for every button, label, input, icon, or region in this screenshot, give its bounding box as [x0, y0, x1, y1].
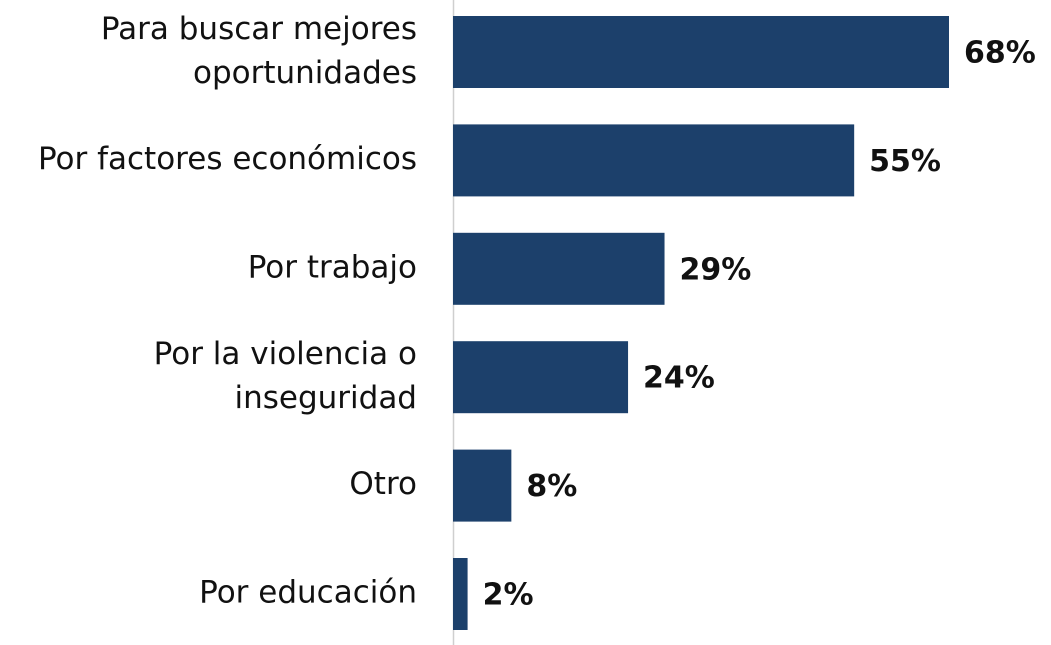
bar: [453, 16, 949, 88]
value-label: 8%: [526, 469, 577, 504]
category-label: Para buscar mejores oportunidades: [101, 11, 417, 91]
value-label: 29%: [680, 252, 752, 287]
category-label-line: Para buscar mejores: [101, 11, 417, 47]
category-label: Por factores económicos: [38, 141, 417, 177]
bar: [453, 449, 512, 522]
category-label: Otro: [349, 466, 417, 502]
category-label: Por educación: [199, 575, 417, 611]
bar: [453, 341, 629, 414]
value-label: 24%: [643, 361, 715, 396]
bar: [453, 558, 468, 630]
category-label-line: Por la violencia o: [154, 336, 417, 372]
category-label-line: oportunidades: [193, 55, 417, 91]
bar: [453, 232, 665, 305]
category-label: Por la violencia o inseguridad: [154, 336, 417, 416]
value-label: 68%: [964, 36, 1036, 71]
value-label: 2%: [483, 578, 534, 613]
category-label: Por trabajo: [248, 249, 417, 285]
bar: [453, 124, 855, 197]
category-label-line: inseguridad: [234, 380, 417, 416]
value-label: 55%: [869, 144, 941, 179]
